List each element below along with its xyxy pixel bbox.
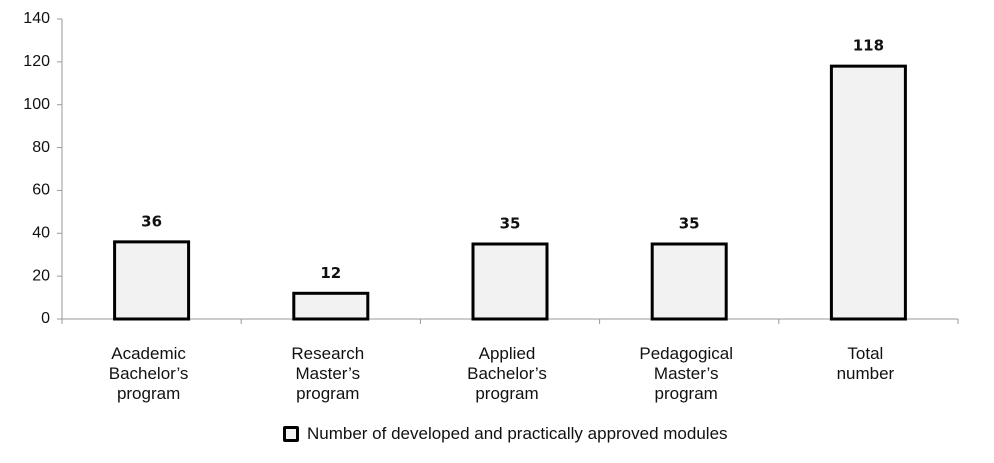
legend: Number of developed and practically appr… xyxy=(283,424,728,444)
y-tick-label: 140 xyxy=(23,10,50,27)
value-label: 35 xyxy=(500,215,521,233)
y-tick-label: 80 xyxy=(32,139,50,156)
bar xyxy=(113,240,191,321)
y-tick-label: 120 xyxy=(23,53,50,70)
bar xyxy=(471,242,549,321)
y-tick-label: 0 xyxy=(41,310,50,327)
legend-label: Number of developed and practically appr… xyxy=(307,424,728,443)
value-label: 12 xyxy=(320,264,341,282)
x-tick-label: Academic Bachelor’s program xyxy=(108,344,189,403)
y-tick-label: 20 xyxy=(32,267,50,284)
x-tick-label: Pedagogical Master’s program xyxy=(639,344,733,403)
x-tick-label: Research Master’s program xyxy=(291,344,365,403)
y-tick-label: 40 xyxy=(32,225,50,242)
bar xyxy=(650,242,728,321)
value-label: 36 xyxy=(141,212,162,230)
bar xyxy=(292,291,370,321)
legend-swatch xyxy=(283,426,299,442)
value-label: 118 xyxy=(853,37,884,55)
value-label: 35 xyxy=(679,215,700,233)
x-tick-label: Total number xyxy=(836,344,895,383)
x-tick-label: Applied Bachelor’s program xyxy=(467,344,547,403)
y-tick-label: 60 xyxy=(32,182,50,199)
y-tick-label: 100 xyxy=(23,96,50,113)
bar xyxy=(829,64,907,321)
